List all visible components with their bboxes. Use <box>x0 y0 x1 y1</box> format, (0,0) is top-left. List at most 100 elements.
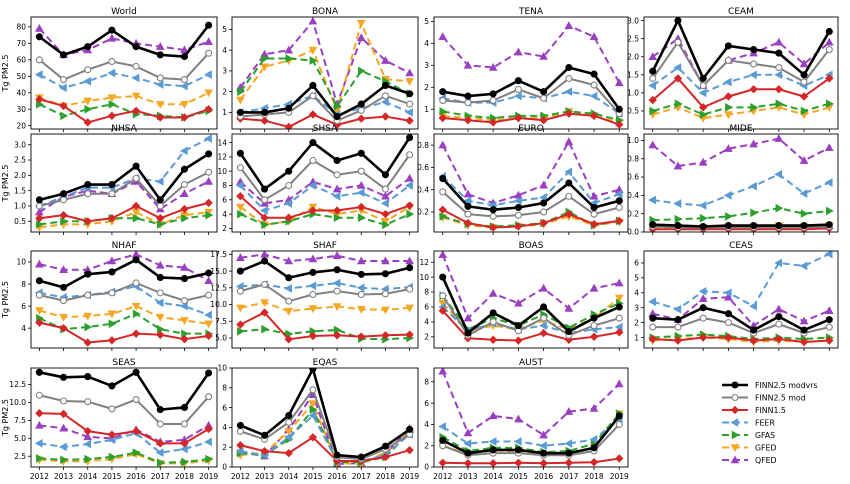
panel-aust: AUST 0 2 4 6 8 2012 2013 2014 2015 2016 2017 2018 201… <box>424 358 629 481</box>
point-finn2-5-mod <box>236 427 244 435</box>
axes-frame <box>231 16 419 130</box>
y-tick-label: 0.2 <box>627 209 639 218</box>
series-line-finn2-5-modvrs <box>651 19 831 80</box>
panel-shsa: SHSA 2 4 6 8 10 12 14 <box>217 124 419 235</box>
point-finn2-5-mod <box>406 151 414 159</box>
point-finn2-5-mod <box>825 323 833 331</box>
y-tick-label: 0.2 <box>417 208 429 217</box>
point-finn2-5-mod <box>156 289 164 297</box>
point-finn2-5-mod <box>775 320 783 328</box>
panel-title: AUST <box>519 358 543 368</box>
point-feer <box>380 199 389 208</box>
series-line-feer <box>239 184 411 212</box>
point-qfed <box>724 144 733 152</box>
point-finn2-5-modvrs <box>724 42 732 50</box>
series-line-gfed <box>39 305 209 325</box>
point-gfas <box>725 102 733 112</box>
point-finn1-5 <box>589 220 599 229</box>
point-finn2-5-mod <box>825 45 833 54</box>
point-finn2-5-mod <box>724 319 732 327</box>
point-finn1-5 <box>107 111 117 121</box>
plot-area <box>235 251 415 344</box>
y-tick-label: 2 <box>222 87 227 96</box>
point-finn2-5-modvrs <box>236 421 244 429</box>
point-feer <box>155 448 164 457</box>
point-qfed <box>405 173 414 182</box>
point-gfas <box>181 457 189 467</box>
x-tick-label: 2015 <box>509 472 528 481</box>
axes-frame <box>30 250 218 349</box>
series-line-finn2-5-mod <box>651 41 831 87</box>
series-line-gfed <box>240 402 411 466</box>
point-qfed <box>438 32 448 41</box>
series-line-gfas <box>652 207 830 222</box>
y-axis-label: Tg PM2.5 <box>1 281 10 319</box>
point-finn2-5-mod <box>439 188 447 196</box>
series-line-qfed <box>441 24 621 84</box>
point-gfed <box>356 19 366 28</box>
point-finn1-5 <box>438 458 447 467</box>
point-finn2-5-mod <box>309 156 317 165</box>
point-finn1-5 <box>514 113 523 123</box>
y-tick-label: 4 <box>222 46 227 55</box>
point-finn2-5-mod <box>156 202 164 210</box>
y-tick-label: 12 <box>419 258 429 267</box>
y-tick-label: 2.5 <box>627 34 639 43</box>
point-finn2-5-modvrs <box>439 273 447 281</box>
series-line-finn2-5-mod <box>240 94 410 122</box>
point-finn2-5-mod <box>180 420 188 428</box>
plot-area <box>235 17 415 129</box>
point-finn2-5-mod <box>205 393 213 401</box>
point-finn2-5-mod <box>84 291 92 299</box>
series-line-finn1-5 <box>652 336 830 344</box>
point-finn1-5 <box>799 92 809 101</box>
panel-title: TENA <box>518 7 544 17</box>
series-line-gfed <box>39 211 209 229</box>
point-finn2-5-mod <box>333 287 341 295</box>
point-finn2-5-mod <box>35 202 43 210</box>
point-qfed <box>204 276 213 285</box>
point-finn2-5-mod <box>724 56 732 64</box>
point-qfed <box>463 313 473 322</box>
y-tick-label: 2 <box>424 83 429 92</box>
point-finn2-5-modvrs <box>825 316 833 324</box>
point-gfed <box>107 310 117 319</box>
series-line-feer <box>442 90 620 115</box>
y-tick-label: 6 <box>222 196 227 205</box>
x-tick-label: 2013 <box>458 472 477 481</box>
point-finn2-5-modvrs <box>514 446 522 454</box>
point-finn2-5-modvrs <box>35 33 43 41</box>
point-finn2-5-modvrs <box>132 43 140 51</box>
point-finn2-5-modvrs <box>724 310 732 318</box>
point-qfed <box>564 137 574 146</box>
point-feer <box>308 411 317 420</box>
y-tick-label: 1.0 <box>14 202 26 211</box>
point-finn2-5-modvrs <box>59 190 68 198</box>
point-feer <box>723 191 732 200</box>
series-line-finn2-5-mod <box>442 191 620 218</box>
point-finn2-5-mod <box>357 167 365 175</box>
point-finn2-5-modvrs <box>649 314 657 322</box>
point-finn2-5-mod <box>615 314 623 322</box>
panel-title: SEAS <box>112 358 136 368</box>
point-finn2-5-modvrs <box>800 71 808 79</box>
point-finn1-5 <box>59 101 68 111</box>
series-line-finn1-5 <box>442 208 620 229</box>
point-finn2-5-modvrs <box>699 74 707 82</box>
point-finn1-5 <box>308 331 318 341</box>
point-qfed <box>381 56 390 64</box>
x-tick-label: 2018 <box>175 472 194 481</box>
point-gfas <box>84 104 93 114</box>
point-finn2-5-mod <box>464 210 472 218</box>
point-qfed <box>438 140 448 149</box>
point-finn2-5-mod <box>674 38 682 46</box>
point-finn2-5-mod <box>108 57 116 66</box>
point-feer <box>356 188 365 197</box>
point-feer <box>539 321 547 330</box>
point-feer <box>749 70 757 80</box>
point-finn2-5-modvrs <box>333 451 341 459</box>
point-finn2-5-mod <box>699 314 707 322</box>
point-finn2-5-mod <box>406 285 414 293</box>
point-qfed <box>799 156 809 164</box>
point-qfed <box>131 251 141 258</box>
